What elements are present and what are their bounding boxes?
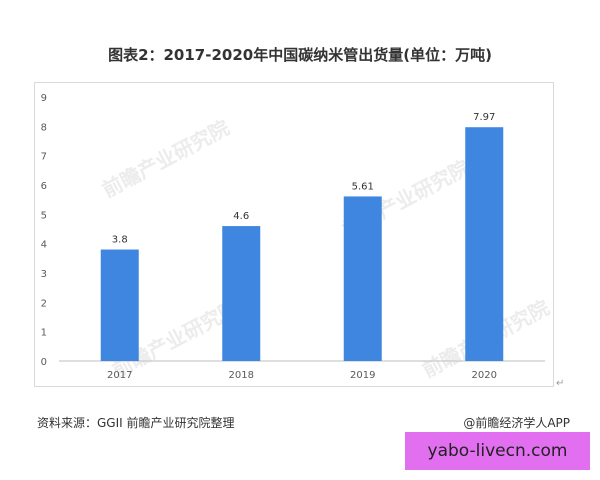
x-tick-label: 2018 xyxy=(229,370,254,381)
y-tick-label: 5 xyxy=(41,210,47,221)
x-tick-label: 2020 xyxy=(472,370,497,381)
y-tick-label: 4 xyxy=(41,240,47,251)
bar-2020 xyxy=(465,127,504,361)
chart-title: 图表2：2017-2020年中国碳纳米管出货量(单位：万吨) xyxy=(108,46,492,64)
y-tick-label: 7 xyxy=(41,152,47,163)
y-tick-label: 0 xyxy=(41,357,47,368)
y-tick-label: 2 xyxy=(41,298,47,309)
data-label: 4.6 xyxy=(233,211,249,222)
y-tick-label: 1 xyxy=(41,328,47,339)
bar-2018 xyxy=(222,226,261,361)
chart-frame: 前瞻产业研究院 前瞻产业研究院 前瞻产业研究院 前瞻产业研究院 01234567… xyxy=(34,82,554,387)
x-tick-label: 2017 xyxy=(107,370,132,381)
y-tick-label: 3 xyxy=(41,269,47,280)
site-banner[interactable]: yabo-livecn.com xyxy=(405,432,590,470)
x-tick-label: 2019 xyxy=(350,370,375,381)
return-mark-icon: ↵ xyxy=(556,378,565,389)
bar-2019 xyxy=(343,196,382,361)
credit-note: @前瞻经济学人APP xyxy=(463,416,570,430)
y-tick-label: 8 xyxy=(41,122,47,133)
data-label: 3.8 xyxy=(112,235,128,246)
y-tick-label: 6 xyxy=(41,181,47,192)
bar-chart: 0 1 2 3 4 5 6 7 8 9 3.8 2017 4.6 2018 5.61 2019 7.97 2020 xyxy=(41,93,545,381)
source-note: 资料来源：GGII 前瞻产业研究院整理 xyxy=(37,416,235,430)
data-label: 5.61 xyxy=(352,181,374,192)
data-label: 7.97 xyxy=(473,112,495,123)
bar-2017 xyxy=(100,249,139,361)
y-tick-label: 9 xyxy=(41,93,47,104)
